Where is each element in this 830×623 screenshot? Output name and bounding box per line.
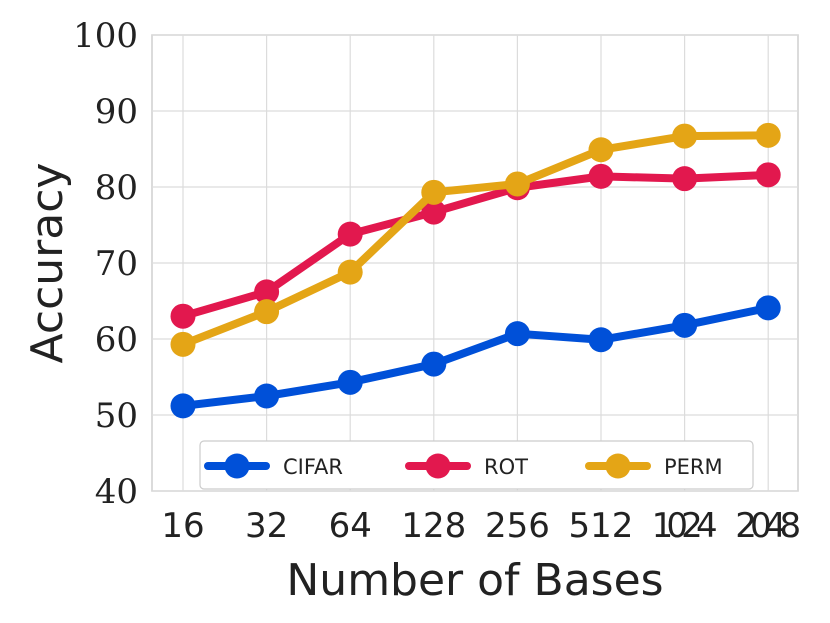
data-point-perm	[672, 123, 698, 149]
x-tick-label: 32	[245, 506, 288, 546]
data-point-cifar	[421, 351, 447, 377]
data-point-perm	[755, 122, 781, 148]
legend-marker	[224, 453, 250, 479]
series-line-rot	[179, 170, 773, 321]
series-line-cifar	[179, 303, 773, 410]
data-point-perm	[421, 179, 447, 205]
y-tick-label: 100	[73, 16, 138, 56]
data-point-perm	[254, 299, 280, 325]
x-tick-label: 64	[329, 506, 372, 546]
series-perm	[170, 122, 781, 357]
y-tick-label: 90	[95, 92, 138, 132]
legend-label: CIFAR	[283, 455, 343, 479]
x-tick-label: 256	[485, 506, 550, 546]
y-tick-label: 60	[95, 320, 138, 360]
legend-item-perm: PERM	[585, 453, 723, 479]
data-point-rot	[755, 162, 781, 188]
series-line-perm	[179, 131, 773, 349]
data-series	[170, 122, 781, 419]
y-tick-label: 50	[95, 396, 138, 436]
series-rot	[170, 162, 781, 329]
x-tick-label: 2048	[735, 506, 801, 546]
legend-items: CIFAR ROT PERM	[204, 453, 723, 479]
y-tick-label: 80	[95, 168, 138, 208]
data-point-rot	[421, 199, 447, 225]
y-tick-label: 70	[95, 244, 138, 284]
y-axis-label: Accuracy	[22, 163, 73, 364]
data-point-perm	[588, 137, 614, 163]
legend-label: ROT	[484, 455, 528, 479]
x-tick-label: 128	[401, 506, 466, 546]
data-point-rot	[672, 166, 698, 192]
legend: CIFAR ROT PERM	[199, 440, 754, 490]
data-point-cifar	[170, 393, 196, 419]
y-tick-labels: 40 50 60 70 80 90 100	[73, 16, 138, 512]
legend-item-cifar: CIFAR	[204, 453, 343, 479]
y-tick-label: 40	[95, 472, 138, 512]
legend-marker	[425, 453, 451, 479]
data-point-perm	[337, 259, 363, 285]
data-point-perm	[170, 331, 196, 357]
legend-item-rot: ROT	[405, 453, 528, 479]
data-point-cifar	[254, 383, 280, 409]
x-tick-labels: 16 32 64 128 256 512 1024 2048	[161, 506, 801, 546]
x-tick-label: 512	[569, 506, 634, 546]
data-point-cifar	[504, 321, 530, 347]
x-tick-label: 1024	[652, 506, 718, 546]
x-tick-label: 16	[161, 506, 204, 546]
data-point-rot	[337, 221, 363, 247]
data-point-rot	[588, 163, 614, 189]
data-point-cifar	[672, 312, 698, 338]
data-point-cifar	[588, 327, 614, 353]
data-point-cifar	[337, 369, 363, 395]
series-cifar	[170, 295, 781, 419]
data-point-cifar	[755, 295, 781, 321]
legend-label: PERM	[664, 455, 723, 479]
x-axis-label: Number of Bases	[286, 555, 663, 606]
data-point-perm	[504, 171, 530, 197]
data-point-rot	[254, 279, 280, 305]
legend-marker	[605, 453, 631, 479]
data-point-rot	[170, 303, 196, 329]
